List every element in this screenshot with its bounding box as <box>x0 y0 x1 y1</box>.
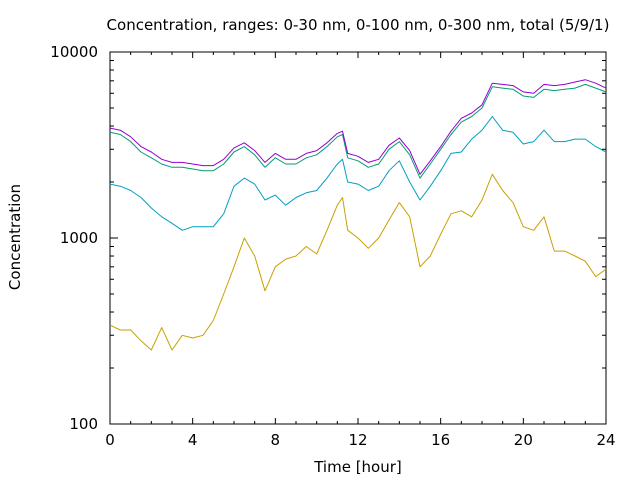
x-tick-label: 4 <box>188 431 198 449</box>
x-tick-label: 12 <box>348 431 367 449</box>
x-tick-label: 20 <box>514 431 533 449</box>
x-tick-label: 0 <box>105 431 115 449</box>
series-group <box>109 79 607 351</box>
y-tick-label: 10000 <box>50 43 98 61</box>
x-axis-label: Time [hour] <box>313 458 402 476</box>
y-tick-label: 1000 <box>60 229 98 247</box>
chart-title: Concentration, ranges: 0-30 nm, 0-100 nm… <box>107 16 610 34</box>
series-line-1 <box>109 173 607 351</box>
x-tick-label: 24 <box>596 431 615 449</box>
series-line-3 <box>109 83 607 179</box>
x-tick-label: 8 <box>271 431 281 449</box>
y-axis-label: Concentration <box>6 184 24 290</box>
x-tick-label: 16 <box>431 431 450 449</box>
series-line-2 <box>109 116 607 231</box>
x-axis: 0 4 8 12 16 20 24 <box>105 52 616 449</box>
y-tick-label: 100 <box>69 415 98 433</box>
y-axis: 100 1000 10000 <box>50 43 606 433</box>
series-line-4 <box>109 79 607 175</box>
